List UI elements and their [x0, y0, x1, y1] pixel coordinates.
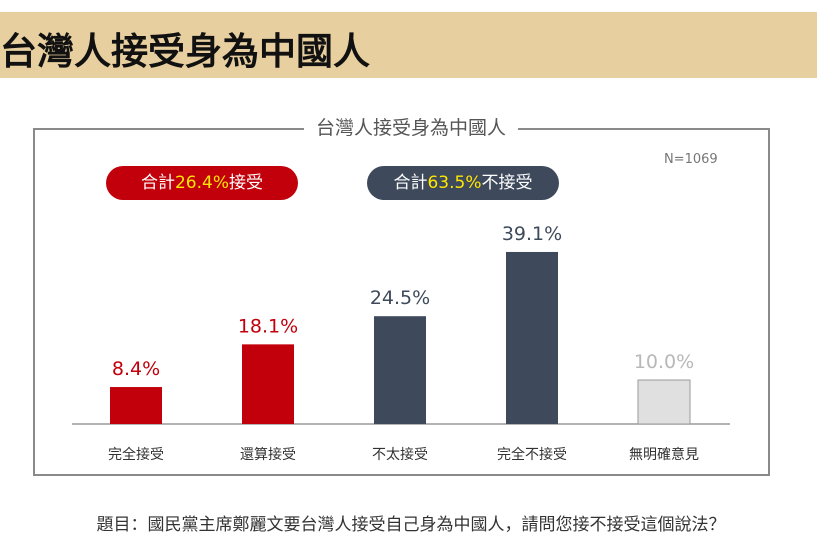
data-label-1: 18.1% [238, 315, 298, 337]
reject-total-value: 63.5% [427, 173, 482, 193]
reject-total-badge: 合計63.5%不接受 [367, 166, 559, 200]
survey-question: 題目：國民黨主席鄭麗文要台灣人接受自己身為中國人，請問您接不接受這個說法？ [96, 515, 726, 535]
header-banner: 台灣人接受身為中國人 [0, 12, 817, 78]
page-title: 台灣人接受身為中國人 [0, 30, 370, 73]
accept-total-prefix: 合計 [140, 173, 175, 193]
accept-total-badge: 合計26.4%接受 [106, 166, 298, 200]
chart-title: 台灣人接受身為中國人 [303, 117, 518, 139]
bar-1 [242, 344, 294, 424]
data-label-0: 8.4% [112, 358, 160, 380]
category-label-2: 不太接受 [372, 446, 428, 463]
bar-4 [637, 379, 691, 425]
bar-0 [110, 387, 162, 424]
category-label-1: 還算接受 [240, 446, 296, 463]
accept-total-value: 26.4% [174, 173, 229, 193]
data-label-4: 10.0% [634, 351, 694, 373]
sample-size-label: N=1069 [664, 152, 718, 167]
category-label-0: 完全接受 [108, 446, 164, 463]
reject-total-suffix: 不接受 [481, 173, 533, 193]
category-label-3: 完全不接受 [497, 446, 567, 463]
accept-total-suffix: 接受 [229, 173, 263, 193]
data-label-3: 39.1% [502, 223, 562, 245]
bar-3 [506, 251, 558, 424]
category-label-4: 無明確意見 [629, 446, 699, 463]
reject-total-prefix: 合計 [393, 173, 428, 193]
data-label-2: 24.5% [370, 287, 430, 309]
chart-title-wrap: 台灣人接受身為中國人 [0, 113, 822, 140]
bar-2 [374, 316, 426, 424]
